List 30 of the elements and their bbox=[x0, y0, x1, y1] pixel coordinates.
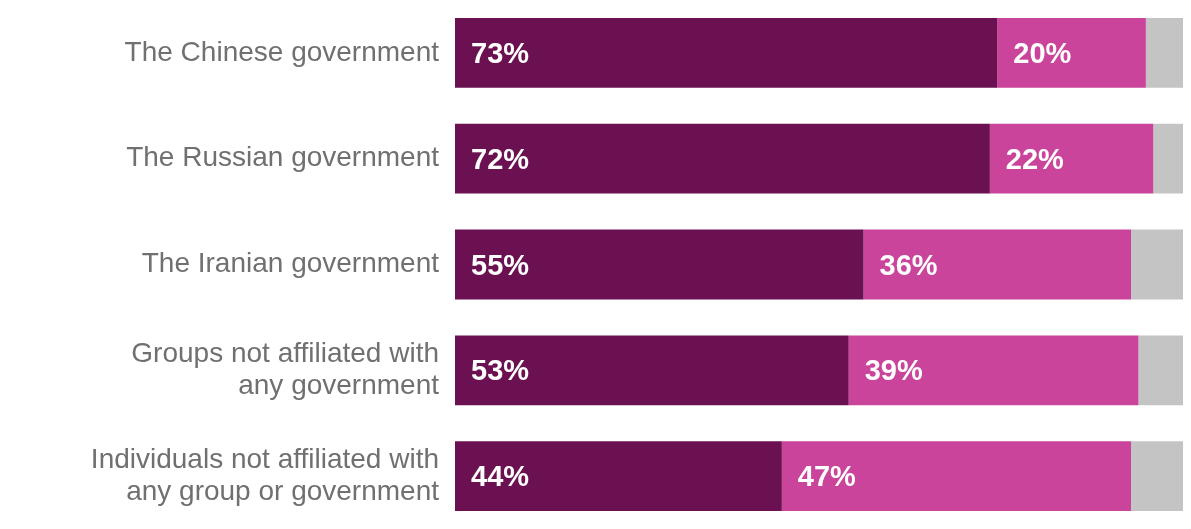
data-label: 39% bbox=[864, 354, 923, 387]
y-tick-label: The Russian government bbox=[126, 141, 440, 173]
bar bbox=[1138, 335, 1183, 406]
data-label: 55% bbox=[471, 248, 530, 281]
bar bbox=[1131, 229, 1183, 300]
bar bbox=[1131, 441, 1183, 512]
bar bbox=[781, 441, 1131, 512]
y-tick-label: The Iranian government bbox=[141, 247, 440, 279]
data-label: 20% bbox=[1013, 36, 1072, 69]
bar bbox=[1153, 123, 1183, 194]
y-tick-label: Individuals not affiliated with any group or government bbox=[90, 442, 440, 506]
bar bbox=[455, 441, 782, 512]
y-tick-label: The Chinese government bbox=[124, 35, 440, 67]
bar bbox=[455, 123, 990, 194]
bar bbox=[848, 335, 1139, 406]
bar bbox=[455, 17, 998, 88]
bar bbox=[989, 123, 1154, 194]
bar bbox=[455, 335, 849, 406]
y-tick-label: Groups not affiliated with any government bbox=[131, 336, 440, 401]
data-label: 73% bbox=[471, 36, 530, 69]
data-label: 36% bbox=[879, 248, 938, 281]
data-label: 47% bbox=[797, 460, 857, 493]
data-label: 44% bbox=[471, 460, 530, 493]
data-label: 22% bbox=[1005, 142, 1065, 175]
data-label: 72% bbox=[471, 142, 530, 175]
bar bbox=[1145, 17, 1183, 88]
data-label: 53% bbox=[471, 354, 530, 387]
bar bbox=[863, 229, 1131, 300]
bar bbox=[997, 17, 1146, 88]
bar bbox=[455, 229, 864, 300]
